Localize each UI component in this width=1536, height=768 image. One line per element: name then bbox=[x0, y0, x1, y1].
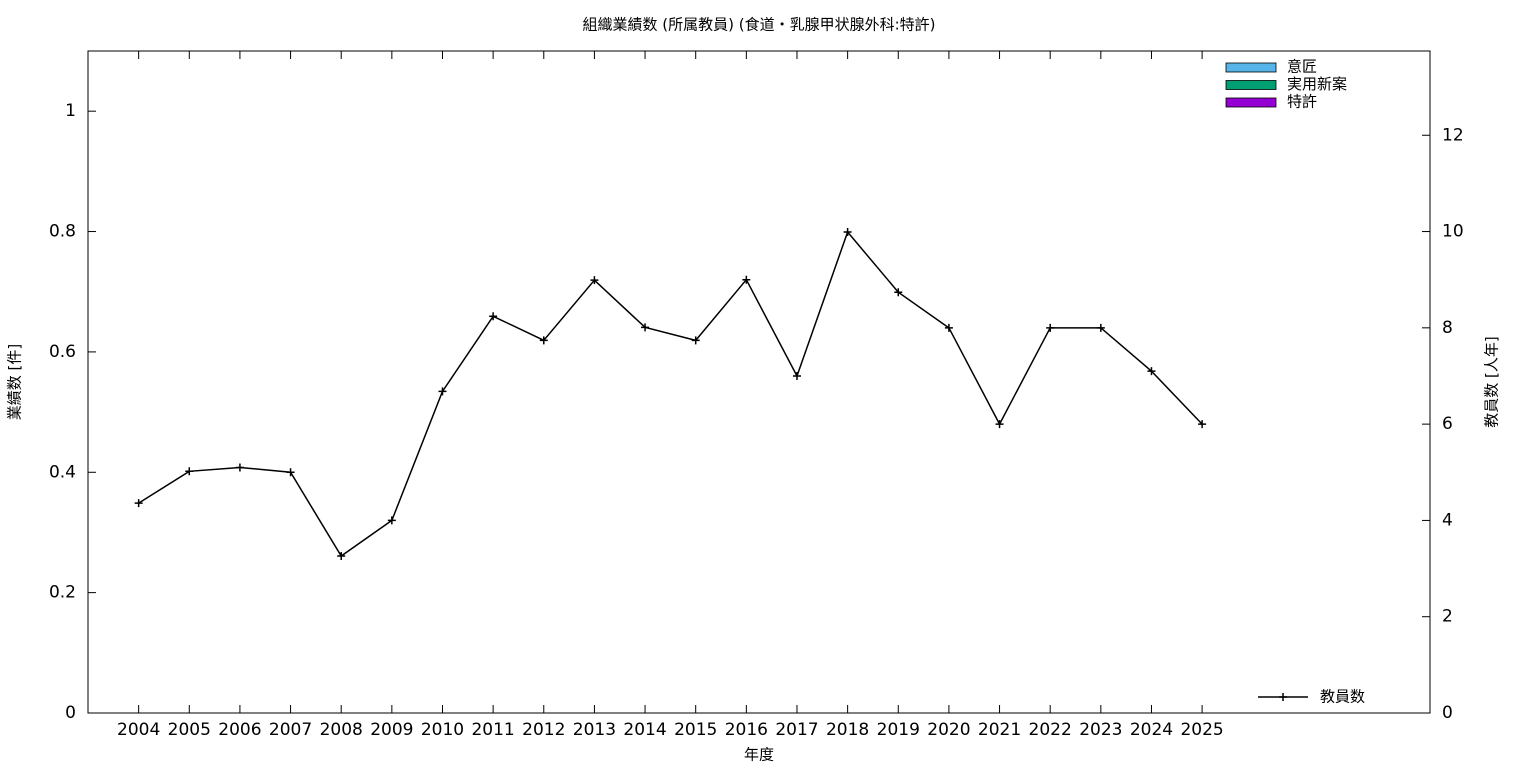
x-tick-label: 2023 bbox=[1079, 720, 1122, 740]
point bbox=[286, 468, 295, 477]
legend-label: 意匠 bbox=[1287, 58, 1317, 76]
x-tick-label: 2005 bbox=[168, 720, 211, 740]
point bbox=[489, 312, 498, 321]
x-tick-label: 2009 bbox=[370, 720, 413, 740]
point bbox=[539, 336, 548, 345]
y2-tick-label: 10 bbox=[1442, 222, 1464, 242]
point bbox=[691, 336, 700, 345]
x-tick-label: 2025 bbox=[1180, 720, 1223, 740]
y-tick-label: 0.4 bbox=[49, 462, 76, 482]
point bbox=[438, 387, 447, 396]
x-tick-label: 2022 bbox=[1029, 720, 1072, 740]
point bbox=[944, 323, 953, 332]
y-tick-label: 0.8 bbox=[49, 222, 76, 242]
chart-title: 組織業績数 (所属教員) (食道・乳腺甲状腺外科:特許) bbox=[582, 16, 935, 34]
point bbox=[1198, 420, 1207, 429]
point bbox=[1046, 323, 1055, 332]
x-tick-label: 2007 bbox=[269, 720, 312, 740]
y2-tick-label: 0 bbox=[1442, 703, 1453, 723]
x-tick-label: 2010 bbox=[421, 720, 464, 740]
point bbox=[742, 275, 751, 284]
x-tick-label: 2006 bbox=[218, 720, 261, 740]
y2-tick-label: 6 bbox=[1442, 414, 1453, 434]
y2-axis-label: 教員数 [人年] bbox=[1483, 336, 1501, 427]
x-tick-label: 2016 bbox=[725, 720, 768, 740]
y-tick-label: 0 bbox=[65, 703, 76, 723]
legend-label: 教員数 bbox=[1320, 688, 1365, 706]
point bbox=[337, 552, 346, 561]
y-tick-label: 0.2 bbox=[49, 583, 76, 603]
plot-border bbox=[87, 50, 1431, 714]
legend-swatch bbox=[1225, 80, 1277, 90]
x-axis-label: 年度 bbox=[744, 746, 774, 764]
x-tick-label: 2015 bbox=[674, 720, 717, 740]
y2-tick-label: 12 bbox=[1442, 125, 1464, 145]
legend-point bbox=[1279, 693, 1287, 701]
y2-tick-label: 2 bbox=[1442, 607, 1453, 627]
point bbox=[792, 371, 801, 380]
x-tick-label: 2019 bbox=[877, 720, 920, 740]
legend-swatch bbox=[1225, 62, 1277, 73]
point bbox=[185, 467, 194, 476]
x-tick-label: 2008 bbox=[320, 720, 363, 740]
x-tick-label: 2014 bbox=[623, 720, 666, 740]
y-axis-label: 業績数 [件] bbox=[6, 344, 24, 420]
point bbox=[894, 288, 903, 297]
y2-tick-label: 4 bbox=[1442, 510, 1453, 530]
point bbox=[235, 463, 244, 472]
x-tick-label: 2024 bbox=[1130, 720, 1173, 740]
x-tick-label: 2018 bbox=[826, 720, 869, 740]
legend-swatch bbox=[1225, 97, 1277, 108]
line bbox=[138, 230, 1203, 558]
point bbox=[387, 516, 396, 525]
y-tick-label: 1 bbox=[65, 101, 76, 121]
x-tick-label: 2012 bbox=[522, 720, 565, 740]
x-tick-label: 2011 bbox=[471, 720, 514, 740]
point bbox=[843, 228, 852, 237]
x-tick-label: 2020 bbox=[927, 720, 970, 740]
y-tick-label: 0.6 bbox=[49, 342, 76, 362]
x-tick-label: 2004 bbox=[117, 720, 160, 740]
x-tick-label: 2013 bbox=[573, 720, 616, 740]
point bbox=[641, 323, 650, 332]
point bbox=[590, 276, 599, 285]
x-tick-label: 2017 bbox=[775, 720, 818, 740]
point bbox=[134, 499, 143, 508]
legend-label: 実用新案 bbox=[1287, 75, 1347, 93]
x-tick-label: 2021 bbox=[978, 720, 1021, 740]
legend-label: 特許 bbox=[1287, 93, 1317, 111]
point bbox=[995, 420, 1004, 429]
point bbox=[1147, 367, 1156, 376]
y2-tick-label: 8 bbox=[1442, 318, 1453, 338]
point bbox=[1096, 323, 1105, 332]
